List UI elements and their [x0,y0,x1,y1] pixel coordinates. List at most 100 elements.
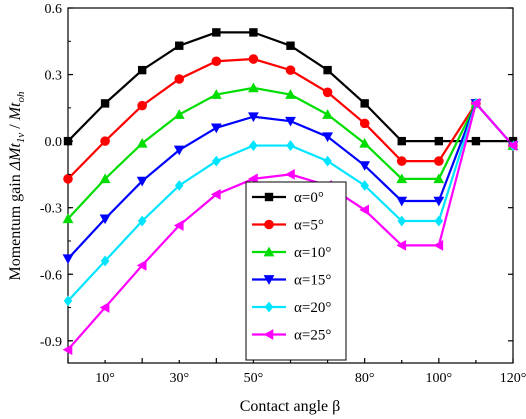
data-point [62,344,73,356]
legend-item-3: α=15° [252,273,331,289]
data-point [248,112,259,123]
x-tick-label: 30° [169,371,189,386]
data-point [434,136,444,146]
series-2 [62,82,519,224]
y-tick-label: 0.0 [45,135,63,150]
legend-box [245,181,347,361]
data-point [285,169,295,180]
data-point [433,196,445,207]
data-point [396,156,407,166]
y-tick-label: 0.3 [45,69,63,84]
data-point [286,140,295,151]
series-0 [63,28,518,146]
data-point [322,132,333,143]
data-point [174,74,185,84]
data-point [323,155,332,167]
data-point [248,54,259,64]
data-point [434,215,444,227]
legend-marker [263,275,275,285]
data-point [100,136,110,146]
data-point [62,213,74,224]
data-point [137,215,147,227]
data-point [359,118,370,129]
data-point [137,65,147,75]
series-layer [62,28,519,356]
data-point [285,116,296,127]
legend-label: α=25° [294,328,331,344]
data-point [396,173,408,184]
data-point [433,173,445,184]
y-tick-label: 0.6 [45,2,63,17]
legend-marker [263,329,274,340]
legend-marker [263,246,275,257]
y-axis-title-math2: Mt [7,102,24,121]
legend-item-4: α=20° [252,300,331,316]
data-point [359,204,369,216]
data-point [136,259,147,271]
data-point [212,28,221,37]
data-point [212,155,221,167]
data-point [323,65,332,75]
x-tick-label: 50° [244,371,264,386]
legend-item-5: α=25° [252,328,331,344]
data-point [211,56,222,67]
data-point [173,220,184,231]
data-point [62,254,74,265]
data-point [433,240,444,251]
data-point [396,240,407,251]
x-tick-label: 120° [500,371,526,386]
series-4 [63,98,518,307]
legend-marker [264,219,274,230]
data-point [470,98,481,109]
y-axis-title-mid: / [7,120,24,132]
data-point [100,99,110,108]
data-point [100,255,110,267]
data-point [210,188,221,200]
data-point [63,174,73,184]
x-tick-label: 100° [426,371,453,386]
data-point [434,156,444,166]
data-point [471,136,481,146]
data-point [210,123,222,134]
data-point [397,136,406,146]
y-tick-label: -0.9 [40,335,62,350]
y-axis-title-sub2: oh [15,91,27,103]
data-point [249,28,258,37]
data-point [173,145,185,156]
data-point [507,140,518,151]
y-axis-title-sub1: 1v [15,133,27,144]
data-point [360,99,369,108]
legend-label: α=5° [294,218,324,234]
legend-label: α=0° [294,190,324,206]
data-point [285,65,296,75]
legend-item-1: α=5° [252,218,324,234]
data-point [322,87,333,98]
data-point [396,196,408,207]
x-axis-title: Contact angle β [240,398,341,415]
legend-marker [264,192,274,202]
y-tick-label: -0.3 [40,202,62,217]
data-point [99,302,110,313]
data-point [175,41,184,50]
y-axis-title-math: ΔMt [7,143,24,172]
data-point [359,161,371,171]
data-point [285,89,296,99]
legend-marker [264,301,274,313]
data-point [248,82,259,93]
axis-layer: -0.9 -0.6 -0.3 0.0 0.3 0.6 10° 30° 50° 80° 100° 120… [40,2,526,386]
data-point [136,137,148,148]
x-tick-label: 10° [95,371,115,386]
data-point [63,295,73,307]
data-point [322,109,333,119]
data-point [99,173,111,184]
y-axis-title: Momentum gain ΔMt1v / Mtoh [7,91,27,281]
legend-label: α=10° [294,245,331,261]
legend-item-2: α=10° [252,245,331,261]
data-point [137,100,147,111]
legend-item-0: α=0° [252,190,324,206]
data-point [99,214,111,225]
data-point [397,215,407,227]
y-tick-label: -0.6 [40,268,62,283]
data-point [360,180,369,191]
data-point [210,89,222,99]
